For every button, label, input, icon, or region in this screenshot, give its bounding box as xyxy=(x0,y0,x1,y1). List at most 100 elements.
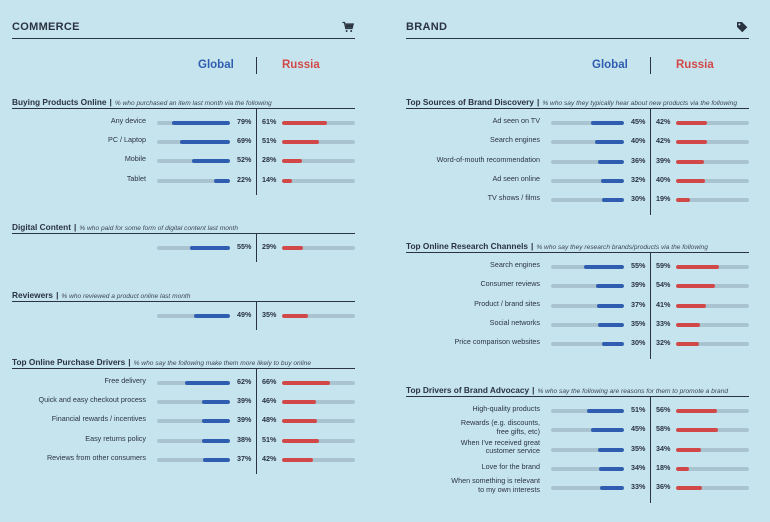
global-bar xyxy=(597,303,624,308)
global-bar-track xyxy=(551,342,624,347)
row-label: Easy returns policy xyxy=(85,433,146,443)
section-title: Top Drivers of Brand Advocacy xyxy=(406,385,530,395)
global-bar xyxy=(203,457,230,462)
brand-section: Top Online Research Channels |% who say t… xyxy=(406,236,749,361)
russia-value: 33% xyxy=(656,318,671,328)
row-label: Free delivery xyxy=(104,376,146,385)
russia-bar-track xyxy=(282,178,355,183)
bar-row: PC / Laptop 69% 51% xyxy=(12,135,355,149)
bar-row: Search engines 55% 59% xyxy=(406,260,749,274)
section-subtitle: % who say the following make them more l… xyxy=(133,360,311,367)
row-label: Love for the brand xyxy=(481,461,540,471)
global-bar xyxy=(600,178,624,183)
section-header: Top Online Purchase Drivers |% who say th… xyxy=(12,352,355,369)
global-value: 69% xyxy=(237,136,252,146)
global-bar-track xyxy=(551,140,624,145)
row-label: Mobile xyxy=(124,154,146,164)
global-value: 30% xyxy=(631,338,646,348)
russia-value: 19% xyxy=(656,194,671,204)
row-label: Tablet xyxy=(126,173,146,183)
russia-value: 66% xyxy=(262,377,277,386)
row-label: Price comparison websites xyxy=(454,337,541,347)
russia-bar xyxy=(676,284,716,289)
russia-value: 18% xyxy=(656,462,671,472)
global-bar-track xyxy=(157,314,230,318)
global-value: 49% xyxy=(237,310,252,319)
commerce-russia-heading: Russia xyxy=(282,59,320,71)
section-title-divider: | xyxy=(56,290,59,300)
row-label: Financial rewards / incentives xyxy=(51,414,146,424)
global-value: 45% xyxy=(631,117,646,126)
russia-value: 42% xyxy=(262,453,277,463)
global-bar-track xyxy=(551,284,624,289)
column-divider xyxy=(650,397,651,503)
russia-bar xyxy=(282,400,316,405)
row-label: Word-of-mouth recommendation xyxy=(436,154,540,164)
bar-row: Ad seen on TV 45% 42% xyxy=(406,116,749,130)
global-bar xyxy=(201,400,230,405)
global-bar xyxy=(189,246,230,250)
column-divider xyxy=(256,234,257,263)
row-label: High-quality products xyxy=(472,404,540,413)
bar-row: Price comparison websites 30% 32% xyxy=(406,337,749,351)
global-bar xyxy=(591,428,624,433)
global-bar-track xyxy=(551,322,624,327)
global-bar xyxy=(213,178,230,183)
shopping-cart-icon xyxy=(342,21,354,32)
row-label: When I've received great customer servic… xyxy=(460,437,540,456)
row-label: Social networks xyxy=(489,317,540,327)
global-bar-track xyxy=(551,303,624,308)
global-bar-track xyxy=(551,428,624,433)
global-bar xyxy=(594,140,624,145)
bar-row: Product / brand sites 37% 41% xyxy=(406,299,749,313)
global-bar-track xyxy=(551,447,624,452)
global-bar xyxy=(591,121,624,125)
russia-bar-track xyxy=(282,457,355,462)
russia-value: 40% xyxy=(656,174,671,184)
russia-bar xyxy=(676,303,706,308)
russia-bar xyxy=(676,178,706,183)
bar-row: Rewards (e.g. discounts, free gifts, etc… xyxy=(406,419,749,437)
global-value: 62% xyxy=(237,377,252,386)
global-value: 51% xyxy=(631,405,646,414)
russia-value: 48% xyxy=(262,415,277,425)
brand-global-heading: Global xyxy=(592,59,628,71)
russia-value: 42% xyxy=(656,117,671,126)
russia-value: 51% xyxy=(262,136,277,146)
russia-bar xyxy=(282,438,320,443)
row-label: Rewards (e.g. discounts, free gifts, etc… xyxy=(460,418,540,436)
global-bar-track xyxy=(157,159,230,164)
global-value: 39% xyxy=(631,280,646,290)
section-title-divider: | xyxy=(537,97,540,107)
global-bar-track xyxy=(551,486,624,491)
section-title: Digital Content xyxy=(12,222,71,232)
row-label: Ad seen online xyxy=(492,173,540,183)
section-subtitle: % who say they research brands/products … xyxy=(536,244,708,251)
russia-value: 42% xyxy=(656,136,671,146)
column-divider xyxy=(256,57,257,74)
bar-row: Quick and easy checkout process 39% 46% xyxy=(12,395,355,409)
russia-bar-track xyxy=(282,121,355,125)
row-label: PC / Laptop xyxy=(108,135,146,145)
row-label: Consumer reviews xyxy=(480,279,540,289)
russia-bar xyxy=(282,314,308,318)
russia-bar xyxy=(282,246,304,250)
global-bar-track xyxy=(157,246,230,250)
bar-row: Free delivery 62% 66% xyxy=(12,376,355,390)
russia-bar xyxy=(676,409,717,413)
row-label: Search engines xyxy=(490,260,540,269)
global-bar-track xyxy=(157,121,230,125)
global-bar xyxy=(192,159,230,164)
global-bar-track xyxy=(157,178,230,183)
bar-row: 55% 29% xyxy=(12,241,355,255)
russia-bar-track xyxy=(676,198,749,203)
column-divider xyxy=(256,369,257,474)
commerce-title: COMMERCE xyxy=(12,21,80,33)
global-value: 35% xyxy=(631,443,646,453)
global-bar-track xyxy=(551,178,624,183)
bar-row: Consumer reviews 39% 54% xyxy=(406,279,749,293)
row-label: Search engines xyxy=(490,135,540,145)
russia-value: 32% xyxy=(656,338,671,348)
russia-bar-track xyxy=(282,400,355,405)
russia-bar-track xyxy=(676,428,749,433)
